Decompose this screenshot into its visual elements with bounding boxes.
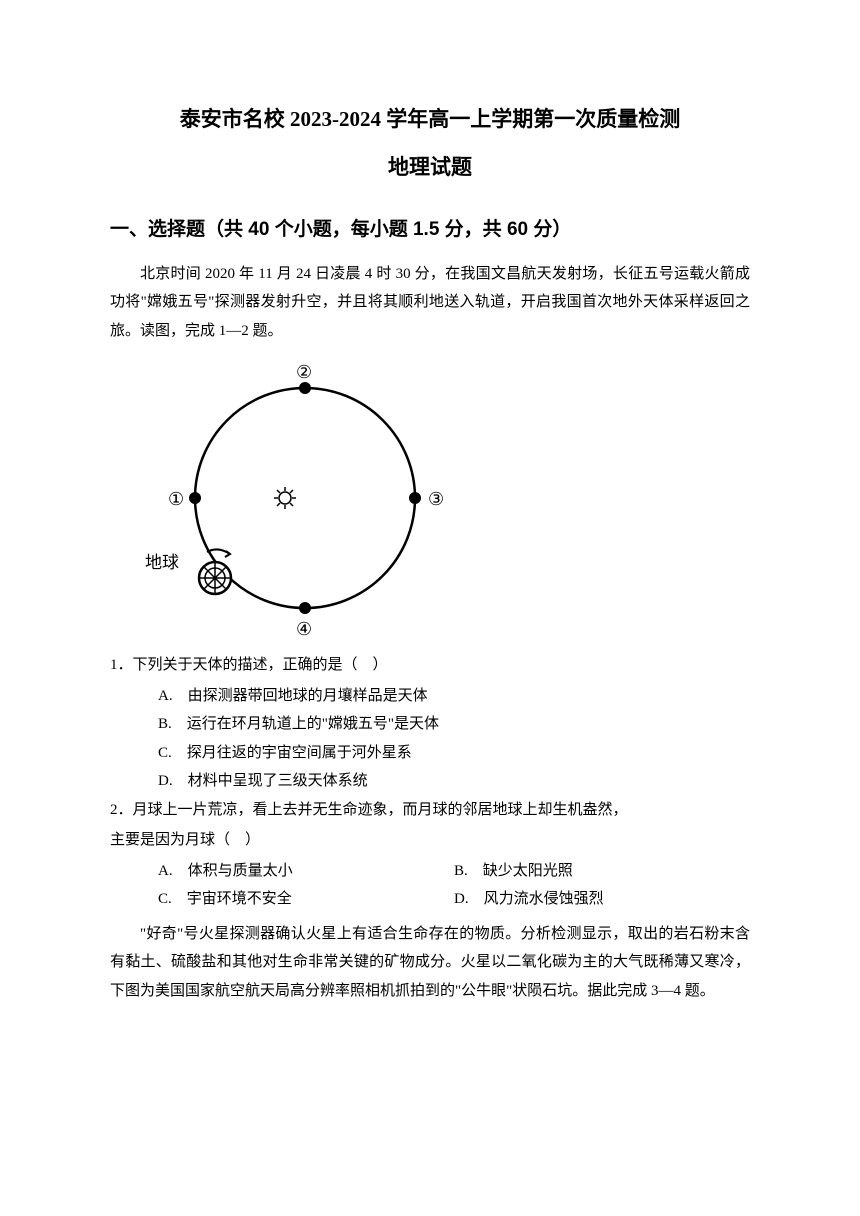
q2-options: A. 体积与质量太小 B. 缺少太阳光照 C. 宇宙环境不安全 D. 风力流水侵…: [110, 857, 750, 914]
earth-icon: [199, 550, 231, 595]
q1-option-d: D. 材料中呈现了三级天体系统: [158, 767, 750, 796]
orbit-diagram: ① ② ③ ④ 地球: [140, 353, 420, 643]
q1-options: A. 由探测器带回地球的月壤样品是天体 B. 运行在环月轨道上的"嫦娥五号"是天…: [110, 682, 750, 796]
q1-option-b: B. 运行在环月轨道上的"嫦娥五号"是天体: [158, 710, 750, 739]
sun-icon: [274, 487, 296, 509]
page-subtitle: 地理试题: [110, 148, 750, 188]
label-3: ③: [428, 489, 444, 509]
label-1: ①: [168, 489, 184, 509]
q2-stem-line1: 2．月球上一片荒凉，看上去并无生命迹象，而月球的邻居地球上却生机盎然，: [110, 796, 750, 825]
earth-label: 地球: [145, 553, 179, 572]
q2-stem-line2: 主要是因为月球（ ）: [110, 826, 750, 855]
label-2: ②: [296, 362, 312, 382]
section-heading: 一、选择题（共 40 个小题，每小题 1.5 分，共 60 分）: [110, 212, 750, 248]
q2-option-b: B. 缺少太阳光照: [454, 857, 750, 886]
point-2: [299, 382, 311, 394]
passage-1: 北京时间 2020 年 11 月 24 日凌晨 4 时 30 分，在我国文昌航天…: [110, 260, 750, 346]
q1-option-c: C. 探月往返的宇宙空间属于河外星系: [158, 739, 750, 768]
label-4: ④: [296, 619, 312, 639]
q2-option-c: C. 宇宙环境不安全: [158, 885, 454, 914]
point-1: [189, 492, 201, 504]
point-3: [409, 492, 421, 504]
q1-stem: 1．下列关于天体的描述，正确的是（ ）: [110, 651, 750, 680]
q2-option-d: D. 风力流水侵蚀强烈: [454, 885, 750, 914]
passage-2: "好奇"号火星探测器确认火星上有适合生命存在的物质。分析检测显示，取出的岩石粉末…: [110, 920, 750, 1006]
page-title: 泰安市名校 2023-2024 学年高一上学期第一次质量检测: [110, 100, 750, 140]
point-4: [299, 602, 311, 614]
q1-option-a: A. 由探测器带回地球的月壤样品是天体: [158, 682, 750, 711]
q2-option-a: A. 体积与质量太小: [158, 857, 454, 886]
